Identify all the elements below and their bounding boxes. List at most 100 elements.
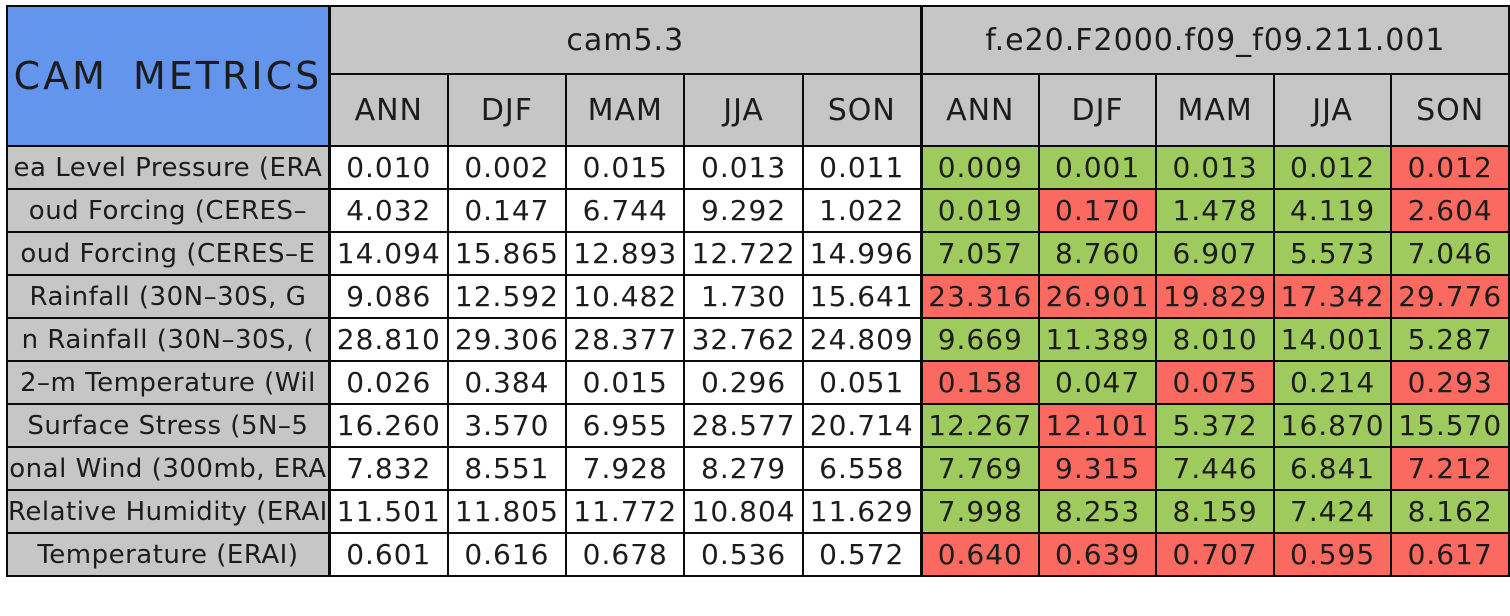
metric-value-cell: 0.012: [1390, 145, 1510, 190]
metric-value-cell: 0.051: [801, 360, 923, 405]
metric-value-cell: 0.616: [446, 532, 568, 577]
metric-value-cell: 11.389: [1037, 317, 1158, 362]
table-row: oud Forcing (CERES–E 14.094 15.865 12.89…: [5, 231, 1510, 276]
metric-value-cell: 9.669: [919, 317, 1040, 362]
metric-value-cell: 0.678: [565, 532, 686, 577]
metric-value-cell: 11.501: [327, 489, 449, 534]
metric-label: Temperature (ERAI): [5, 532, 331, 577]
metric-value-cell: 8.253: [1037, 489, 1158, 534]
season-header-son: SON: [801, 73, 923, 147]
model-header-cam53: cam5.3: [327, 5, 923, 75]
table-row: n Rainfall (30N–30S, ( 28.810 29.306 28.…: [5, 317, 1510, 362]
metric-label: Relative Humidity (ERAI: [5, 489, 331, 534]
metric-value-cell: 6.744: [565, 188, 686, 233]
metric-value-cell: 29.776: [1390, 274, 1510, 319]
metric-label: Rainfall (30N–30S, G: [5, 274, 331, 319]
metric-value-cell: 11.629: [801, 489, 923, 534]
metric-value-cell: 0.572: [801, 532, 923, 577]
metric-value-cell: 9.315: [1037, 446, 1158, 491]
metric-value-cell: 0.595: [1272, 532, 1393, 577]
metric-value-cell: 7.046: [1390, 231, 1510, 276]
metric-value-cell: 0.026: [327, 360, 449, 405]
metric-value-cell: 14.094: [327, 231, 449, 276]
metric-value-cell: 7.212: [1390, 446, 1510, 491]
metric-value-cell: 0.617: [1390, 532, 1510, 577]
metric-value-cell: 17.342: [1272, 274, 1393, 319]
metric-value-cell: 0.296: [683, 360, 804, 405]
metric-label: ea Level Pressure (ERA: [5, 145, 331, 190]
metric-value-cell: 8.551: [446, 446, 568, 491]
metric-value-cell: 0.001: [1037, 145, 1158, 190]
metric-value-cell: 0.019: [919, 188, 1040, 233]
metric-value-cell: 14.001: [1272, 317, 1393, 362]
metric-value-cell: 11.772: [565, 489, 686, 534]
metric-value-cell: 2.604: [1390, 188, 1510, 233]
model-header-row: CAM METRICS cam5.3 f.e20.F2000.f09_f09.2…: [5, 5, 1510, 147]
metric-label: n Rainfall (30N–30S, (: [5, 317, 331, 362]
metric-value-cell: 14.996: [801, 231, 923, 276]
metric-value-cell: 8.162: [1390, 489, 1510, 534]
metric-value-cell: 0.536: [683, 532, 804, 577]
metric-value-cell: 26.901: [1037, 274, 1158, 319]
metric-value-cell: 12.893: [565, 231, 686, 276]
metric-value-cell: 20.714: [801, 403, 923, 448]
metric-value-cell: 16.870: [1272, 403, 1393, 448]
metric-value-cell: 15.570: [1390, 403, 1510, 448]
metric-value-cell: 6.841: [1272, 446, 1393, 491]
metric-value-cell: 0.384: [446, 360, 568, 405]
metric-value-cell: 0.009: [919, 145, 1040, 190]
metric-value-cell: 0.170: [1037, 188, 1158, 233]
table-row: 2–m Temperature (Wil 0.026 0.384 0.015 0…: [5, 360, 1510, 405]
metric-value-cell: 28.577: [683, 403, 804, 448]
cam-metrics-table: CAM METRICS cam5.3 f.e20.F2000.f09_f09.2…: [5, 5, 1510, 577]
metric-value-cell: 4.119: [1272, 188, 1393, 233]
metric-value-cell: 8.159: [1155, 489, 1275, 534]
metric-value-cell: 0.147: [446, 188, 568, 233]
metric-value-cell: 19.829: [1155, 274, 1275, 319]
metric-value-cell: 9.292: [683, 188, 804, 233]
metric-value-cell: 7.832: [327, 446, 449, 491]
metric-label: onal Wind (300mb, ERA: [5, 446, 331, 491]
metric-value-cell: 0.601: [327, 532, 449, 577]
metric-value-cell: 0.010: [327, 145, 449, 190]
metric-value-cell: 6.907: [1155, 231, 1275, 276]
metric-value-cell: 3.570: [446, 403, 568, 448]
table-row: oud Forcing (CERES– 4.032 0.147 6.744 9.…: [5, 188, 1510, 233]
metric-value-cell: 28.810: [327, 317, 449, 362]
metric-value-cell: 15.641: [801, 274, 923, 319]
metric-label: 2–m Temperature (Wil: [5, 360, 331, 405]
metric-value-cell: 7.998: [919, 489, 1040, 534]
metric-value-cell: 0.012: [1272, 145, 1393, 190]
metric-value-cell: 0.002: [446, 145, 568, 190]
metric-value-cell: 28.377: [565, 317, 686, 362]
metric-value-cell: 7.446: [1155, 446, 1275, 491]
metric-value-cell: 1.478: [1155, 188, 1275, 233]
metric-value-cell: 5.372: [1155, 403, 1275, 448]
metric-value-cell: 32.762: [683, 317, 804, 362]
season-header-ann: ANN: [327, 73, 449, 147]
metric-label: oud Forcing (CERES–: [5, 188, 331, 233]
metric-value-cell: 0.075: [1155, 360, 1275, 405]
metric-label: oud Forcing (CERES–E: [5, 231, 331, 276]
table-row: Rainfall (30N–30S, G 9.086 12.592 10.482…: [5, 274, 1510, 319]
metric-value-cell: 12.722: [683, 231, 804, 276]
season-header-jja: JJA: [1272, 73, 1393, 147]
season-header-djf: DJF: [1037, 73, 1158, 147]
page-title: CAM METRICS: [5, 5, 331, 147]
metric-value-cell: 12.101: [1037, 403, 1158, 448]
metric-value-cell: 7.769: [919, 446, 1040, 491]
season-header-son: SON: [1390, 73, 1510, 147]
table-row: Relative Humidity (ERAI 11.501 11.805 11…: [5, 489, 1510, 534]
season-header-mam: MAM: [1155, 73, 1275, 147]
metric-value-cell: 0.640: [919, 532, 1040, 577]
table-row: ea Level Pressure (ERA 0.010 0.002 0.015…: [5, 145, 1510, 190]
metric-value-cell: 7.928: [565, 446, 686, 491]
season-header-djf: DJF: [446, 73, 568, 147]
season-header-row: ANN DJF MAM JJA SON ANN DJF MAM JJA SON: [7, 73, 1510, 147]
metric-value-cell: 1.730: [683, 274, 804, 319]
table-row: onal Wind (300mb, ERA 7.832 8.551 7.928 …: [5, 446, 1510, 491]
metric-value-cell: 8.760: [1037, 231, 1158, 276]
metric-value-cell: 8.279: [683, 446, 804, 491]
metric-value-cell: 0.158: [919, 360, 1040, 405]
table-row: Temperature (ERAI) 0.601 0.616 0.678 0.5…: [5, 532, 1510, 577]
